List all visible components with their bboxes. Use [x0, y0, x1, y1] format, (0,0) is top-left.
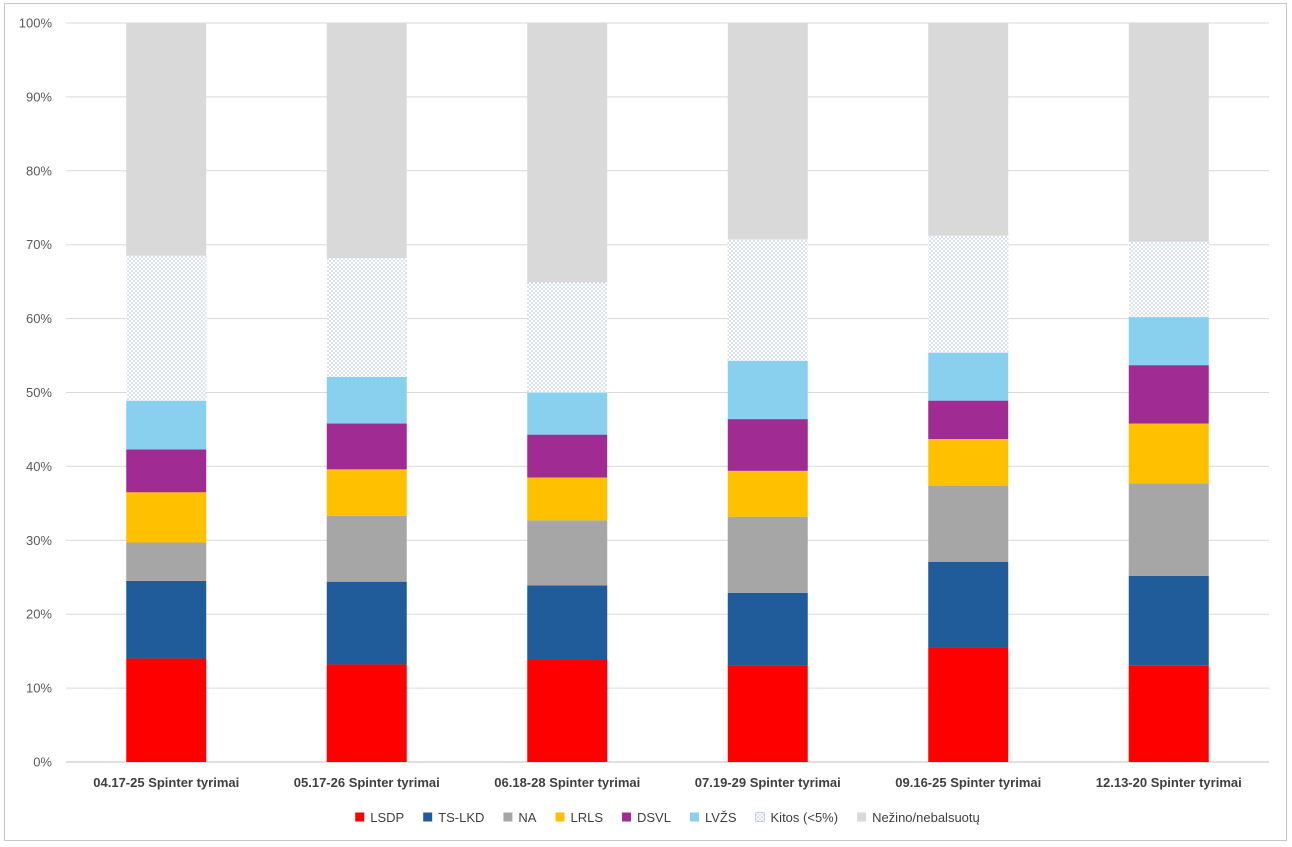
bar-segment [527, 434, 608, 478]
legend-label: Kitos (<5%) [771, 810, 839, 825]
y-tick-label: 20% [26, 607, 52, 622]
bar-segment [326, 376, 407, 424]
bar-segment [326, 23, 407, 259]
bar-segment [1128, 423, 1209, 484]
x-tick-label: 05.17-26 Spinter tyrimai [294, 775, 440, 790]
x-axis-ticks: 04.17-25 Spinter tyrimai 05.17-26 Spinter… [93, 775, 1241, 790]
bar-segment [126, 449, 207, 493]
legend-swatch [355, 812, 365, 822]
bar-segment [1128, 365, 1209, 424]
legend-swatch [555, 812, 565, 822]
bar-segment [126, 400, 207, 450]
bar-segment [727, 239, 808, 361]
bars [126, 23, 1209, 762]
bar-segment [727, 470, 808, 517]
legend-label: LSDP [370, 810, 404, 825]
bar-segment [1128, 665, 1209, 762]
bar-segment [1128, 317, 1209, 366]
bar-segment [928, 235, 1009, 353]
y-tick-label: 30% [26, 533, 52, 548]
y-tick-label: 90% [26, 89, 52, 104]
bar-segment [527, 520, 608, 586]
y-tick-label: 70% [26, 237, 52, 252]
bar-segment [527, 477, 608, 521]
bar-segment [928, 561, 1009, 648]
bar-segment [727, 516, 808, 593]
x-tick-label: 07.19-29 Spinter tyrimai [695, 775, 841, 790]
legend-swatch [622, 812, 632, 822]
bar-segment [527, 660, 608, 762]
legend-label: TS-LKD [438, 810, 484, 825]
bar-segment [326, 258, 407, 377]
bar-segment [928, 485, 1009, 562]
bar-segment [326, 581, 407, 665]
x-tick-label: 06.18-28 Spinter tyrimai [494, 775, 640, 790]
x-tick-label: 04.17-25 Spinter tyrimai [93, 775, 239, 790]
bar-segment [928, 23, 1009, 236]
legend-label: Nežino/nebalsuotų [872, 810, 980, 825]
legend-swatch [755, 812, 765, 822]
bar-segment [1128, 483, 1209, 576]
bar-segment [727, 360, 808, 420]
y-tick-label: 80% [26, 163, 52, 178]
bar-segment [1128, 575, 1209, 666]
bar-segment [326, 664, 407, 762]
y-tick-label: 60% [26, 311, 52, 326]
bar-segment [326, 423, 407, 470]
bar-segment [326, 469, 407, 516]
y-axis-ticks: 0% 10% 20% 30% 40% 50% 60% 70% 80% 90% 100% [19, 16, 53, 770]
bar-segment [928, 352, 1009, 401]
bar-segment [527, 392, 608, 435]
legend: LSDP TS-LKD NA LRLS DSVL LVŽS Kitos (<5%) Nežin… [355, 810, 980, 825]
bar-segment [126, 658, 207, 762]
y-tick-label: 40% [26, 459, 52, 474]
bar-segment [928, 647, 1009, 762]
bar-segment [727, 419, 808, 471]
bar-segment [126, 255, 207, 401]
legend-label: DSVL [637, 810, 671, 825]
legend-label: LRLS [570, 810, 603, 825]
bar-segment [928, 439, 1009, 486]
legend-label: NA [518, 810, 536, 825]
bar-segment [527, 282, 608, 393]
bar-segment [1128, 241, 1209, 318]
bar-segment [126, 23, 207, 256]
bar-segment [727, 23, 808, 240]
bar-segment [326, 515, 407, 582]
stacked-bar-chart: 0% 10% 20% 30% 40% 50% 60% 70% 80% 90% 100% 04.17-… [19, 16, 1269, 825]
bar-segment [928, 400, 1009, 440]
bar-segment [527, 585, 608, 661]
bar-segment [1128, 23, 1209, 242]
bar-segment [126, 542, 207, 581]
chart-frame: 0% 10% 20% 30% 40% 50% 60% 70% 80% 90% 100% 04.17-… [4, 3, 1287, 841]
bar-segment [527, 23, 608, 283]
x-tick-label: 09.16-25 Spinter tyrimai [895, 775, 1041, 790]
x-tick-label: 12.13-20 Spinter tyrimai [1096, 775, 1242, 790]
y-tick-label: 50% [26, 385, 52, 400]
y-tick-label: 0% [33, 755, 52, 770]
legend-label: LVŽS [705, 810, 737, 825]
bar-segment [727, 592, 808, 666]
bar-segment [126, 580, 207, 659]
legend-swatch [423, 812, 433, 822]
y-tick-label: 100% [19, 16, 53, 31]
legend-swatch [503, 812, 513, 822]
y-tick-label: 10% [26, 681, 52, 696]
bar-segment [727, 665, 808, 762]
bar-segment [126, 492, 207, 543]
legend-swatch [689, 812, 699, 822]
gridlines [66, 22, 1269, 763]
legend-swatch [857, 812, 867, 822]
